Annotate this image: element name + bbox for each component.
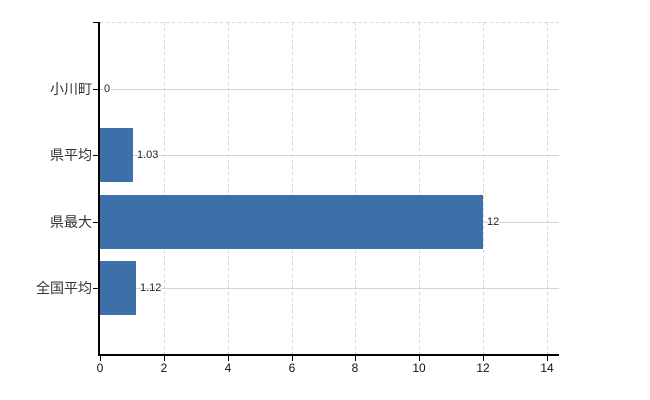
x-tick-14 <box>547 356 548 361</box>
gridline-x-12 <box>483 22 484 355</box>
x-tick-10 <box>419 356 420 361</box>
x-tick-label-2: 2 <box>160 361 168 375</box>
x-tick-4 <box>228 356 229 361</box>
bar-value-label-0: 0 <box>104 83 111 95</box>
category-label-3: 全国平均 <box>36 280 92 296</box>
x-tick-label-8: 8 <box>351 361 359 375</box>
gridline-x-6 <box>292 22 293 355</box>
x-tick-6 <box>292 356 293 361</box>
x-tick-0 <box>100 356 101 361</box>
bar-県平均 <box>100 128 133 182</box>
gridline-x-2 <box>164 22 165 355</box>
category-label-2: 県最大 <box>50 214 92 230</box>
x-tick-label-12: 12 <box>476 361 490 375</box>
category-label-0: 小川町 <box>50 81 92 97</box>
gridline-category-0 <box>100 89 559 90</box>
gridline-category-3 <box>100 288 559 289</box>
x-tick-8 <box>355 356 356 361</box>
x-tick-label-14: 14 <box>540 361 554 375</box>
y-tick-category-2 <box>93 222 100 223</box>
x-tick-label-10: 10 <box>412 361 426 375</box>
category-label-1: 県平均 <box>50 147 92 163</box>
y-axis-line <box>98 22 100 355</box>
y-axis-top-tick <box>93 22 100 23</box>
bar-県最大 <box>100 195 483 249</box>
x-tick-label-0: 0 <box>96 361 104 375</box>
plot-area: 0 1.03 12 1.12 <box>100 22 559 355</box>
x-tick-label-6: 6 <box>288 361 296 375</box>
gridline-x-14 <box>547 22 548 355</box>
x-axis-line <box>98 354 559 356</box>
y-tick-category-0 <box>93 89 100 90</box>
bar-value-label-1: 1.03 <box>137 149 159 161</box>
y-tick-category-3 <box>93 288 100 289</box>
gridline-x-8 <box>355 22 356 355</box>
x-tick-2 <box>164 356 165 361</box>
bar-value-label-2: 12 <box>487 216 500 228</box>
bar-value-label-3: 1.12 <box>140 282 162 294</box>
x-tick-12 <box>483 356 484 361</box>
plot-top-border <box>100 22 559 23</box>
y-tick-category-1 <box>93 155 100 156</box>
x-tick-label-4: 4 <box>224 361 232 375</box>
gridline-category-1 <box>100 155 559 156</box>
gridline-x-10 <box>419 22 420 355</box>
gridline-x-4 <box>228 22 229 355</box>
bar-全国平均 <box>100 261 136 315</box>
